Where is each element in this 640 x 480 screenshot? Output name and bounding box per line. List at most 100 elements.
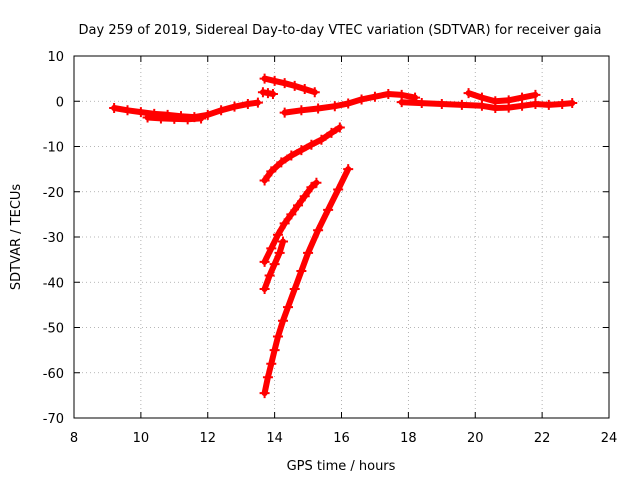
data-point xyxy=(269,75,280,86)
data-point xyxy=(334,122,345,133)
data-point xyxy=(396,97,407,108)
data-point xyxy=(530,89,541,100)
x-tick-label: 18 xyxy=(400,431,417,446)
series-arc-descending-top xyxy=(259,73,320,98)
data-point xyxy=(476,92,487,103)
data-point xyxy=(269,345,280,356)
data-point xyxy=(279,107,290,118)
data-point xyxy=(252,97,263,108)
data-point xyxy=(293,200,304,211)
y-tick-label: -50 xyxy=(43,322,64,337)
data-point xyxy=(306,182,317,193)
data-point xyxy=(274,247,285,258)
data-point xyxy=(276,157,287,168)
data-point xyxy=(266,358,277,369)
data-point xyxy=(122,105,133,116)
data-point xyxy=(269,259,280,270)
data-point xyxy=(196,113,207,124)
data-point xyxy=(242,98,253,109)
data-point xyxy=(169,113,180,124)
series-band xyxy=(281,91,419,116)
data-point xyxy=(182,114,193,125)
data-point xyxy=(296,105,307,116)
data-point xyxy=(416,98,427,109)
data-point xyxy=(326,127,337,138)
y-tick-label: -40 xyxy=(43,276,64,291)
data-point xyxy=(229,101,240,112)
data-point xyxy=(202,109,213,120)
data-point xyxy=(517,92,528,103)
axis-ticks xyxy=(73,55,610,419)
data-point xyxy=(309,87,320,98)
data-point xyxy=(216,105,227,116)
data-point xyxy=(264,270,275,281)
x-tick-label: 12 xyxy=(199,431,216,446)
data-point xyxy=(259,284,270,295)
data-point xyxy=(456,99,467,110)
y-tick-label: 0 xyxy=(56,95,64,110)
data-point xyxy=(329,101,340,112)
data-point xyxy=(296,265,307,276)
data-point xyxy=(306,139,317,150)
data-point xyxy=(155,113,166,124)
data-point xyxy=(266,243,277,254)
data-point xyxy=(356,94,367,105)
series-arc-short-high xyxy=(257,87,278,100)
data-point xyxy=(313,103,324,114)
data-point xyxy=(567,98,578,109)
data-point xyxy=(279,218,290,229)
data-point xyxy=(259,73,270,84)
data-point xyxy=(266,166,277,177)
data-point xyxy=(333,184,344,195)
data-point xyxy=(343,98,354,109)
y-tick-label: -60 xyxy=(43,367,64,382)
data-point xyxy=(543,99,554,110)
data-point xyxy=(279,78,290,89)
x-tick-label: 20 xyxy=(467,431,484,446)
data-point xyxy=(109,103,120,114)
y-axis-tick-labels: 10 0 -10 -20 -30 -40 -50 -60 -70 xyxy=(43,50,64,427)
data-point xyxy=(299,84,310,95)
x-axis-label: GPS time / hours xyxy=(287,459,396,474)
data-point xyxy=(463,88,474,99)
data-point xyxy=(530,98,541,109)
data-point xyxy=(313,225,324,236)
x-tick-label: 16 xyxy=(333,431,350,446)
data-point xyxy=(135,107,146,118)
data-point xyxy=(323,204,334,215)
data-point xyxy=(142,112,153,123)
y-tick-label: -20 xyxy=(43,186,64,201)
y-tick-label: -70 xyxy=(43,412,64,427)
data-point xyxy=(267,89,278,100)
data-point xyxy=(303,247,314,258)
series-band xyxy=(111,99,261,121)
data-point xyxy=(343,164,354,175)
data-point xyxy=(296,145,307,156)
series-arc-recovery-deep xyxy=(259,164,354,399)
y-tick-label: 10 xyxy=(47,50,64,65)
series-arc-evening-upper xyxy=(463,88,541,107)
data-point xyxy=(311,177,322,188)
data-point xyxy=(557,98,568,109)
data-point xyxy=(277,315,288,326)
y-tick-label: -30 xyxy=(43,231,64,246)
data-point xyxy=(283,302,293,313)
x-tick-label: 24 xyxy=(601,431,618,446)
chart-title: Day 259 of 2019, Sidereal Day-to-day VTE… xyxy=(79,23,602,38)
data-point xyxy=(503,95,514,106)
data-point xyxy=(286,209,297,220)
x-tick-label: 22 xyxy=(534,431,551,446)
data-point xyxy=(259,175,270,186)
x-tick-label: 8 xyxy=(70,431,78,446)
x-tick-label: 10 xyxy=(133,431,150,446)
data-point xyxy=(272,229,283,240)
data-point xyxy=(369,91,380,102)
data-point xyxy=(383,89,394,100)
y-axis-label: SDTVAR / TECUs xyxy=(9,184,24,291)
data-point xyxy=(277,236,288,247)
x-axis-tick-labels: 8 10 12 14 16 18 20 22 24 xyxy=(70,431,617,446)
y-tick-label: -10 xyxy=(43,141,64,156)
data-series xyxy=(109,73,578,399)
data-point xyxy=(259,256,270,267)
